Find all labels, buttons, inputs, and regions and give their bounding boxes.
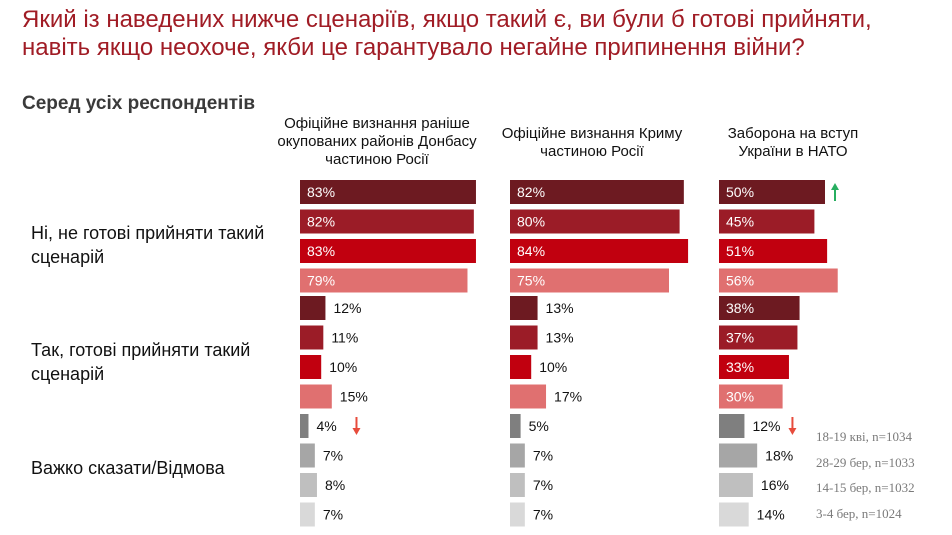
bar-value-label: 7% <box>533 507 553 523</box>
arrow-down-icon <box>788 417 797 435</box>
bar-value-label: 13% <box>546 330 574 346</box>
legend-item: 14-15 бер, n=1032 <box>816 480 915 495</box>
bar-value-label: 82% <box>307 214 335 230</box>
bar-donbas-no-2 <box>300 239 476 263</box>
bar-nato-no-2 <box>719 239 828 263</box>
bar-value-label: 17% <box>554 389 582 405</box>
bar-value-label: 83% <box>307 243 335 259</box>
column-header-crimea: Офіційне визнання Криму частиною Росії <box>501 125 683 160</box>
bar-crimea-no-0 <box>510 180 684 204</box>
bar-value-label: 8% <box>325 477 345 493</box>
bar-nato-unsure-2 <box>719 473 753 497</box>
bar-value-label: 45% <box>726 214 754 230</box>
bar-value-label: 15% <box>340 389 368 405</box>
bar-donbas-no-1 <box>300 209 474 234</box>
bar-donbas-yes-1 <box>300 325 324 350</box>
bar-value-label: 16% <box>761 477 789 493</box>
bar-value-label: 18% <box>765 448 793 464</box>
bar-value-label: 75% <box>517 273 545 289</box>
column-header-nato: Заборона на вступ України в НАТО <box>727 125 859 160</box>
bar-value-label: 5% <box>529 418 549 434</box>
bar-value-label: 10% <box>329 359 357 375</box>
bar-crimea-no-3 <box>510 268 669 293</box>
arrow-down-icon <box>352 417 361 435</box>
bar-value-label: 50% <box>726 184 754 200</box>
bar-nato-unsure-0 <box>719 414 745 438</box>
legend-item: 18-19 кві, n=1034 <box>816 429 912 444</box>
legend-item: 3-4 бер, n=1024 <box>816 506 902 521</box>
bar-value-label: 38% <box>726 300 754 316</box>
bar-value-label: 51% <box>726 243 754 259</box>
bar-value-label: 7% <box>323 507 343 523</box>
bar-crimea-unsure-1 <box>510 443 525 468</box>
bar-value-label: 10% <box>539 359 567 375</box>
bar-crimea-unsure-2 <box>510 473 525 497</box>
bar-crimea-yes-3 <box>510 384 547 409</box>
bar-donbas-yes-0 <box>300 296 326 320</box>
bar-donbas-unsure-0 <box>300 414 309 438</box>
arrow-up-icon <box>831 183 839 201</box>
chart-title: Який із наведених нижче сценаріїв, якщо … <box>22 6 872 61</box>
bar-nato-no-1 <box>719 209 815 234</box>
bar-donbas-no-0 <box>300 180 476 204</box>
bar-nato-no-0 <box>719 180 825 204</box>
bar-value-label: 11% <box>331 330 358 346</box>
bar-value-label: 80% <box>517 214 545 230</box>
bar-value-label: 7% <box>533 477 553 493</box>
bar-value-label: 84% <box>517 243 545 259</box>
bar-nato-yes-2 <box>719 355 789 379</box>
bar-donbas-yes-3 <box>300 384 332 409</box>
bar-value-label: 12% <box>752 418 780 434</box>
bar-nato-unsure-1 <box>719 443 758 468</box>
column-header-donbas: Офіційне визнання раніше окупованих райо… <box>277 115 477 168</box>
bar-value-label: 56% <box>726 273 754 289</box>
bar-donbas-unsure-2 <box>300 473 317 497</box>
category-label-no: Ні, не готові прийняти такий сценарій <box>31 223 265 267</box>
bar-donbas-yes-2 <box>300 355 322 379</box>
bar-nato-yes-3 <box>719 384 783 409</box>
category-label-yes: Так, готові прийняти такий сценарій <box>31 340 251 384</box>
bar-crimea-yes-2 <box>510 355 532 379</box>
bar-value-label: 14% <box>757 507 785 523</box>
bar-crimea-yes-0 <box>510 296 538 320</box>
bar-value-label: 79% <box>307 273 335 289</box>
bar-nato-yes-1 <box>719 325 798 350</box>
bar-value-label: 37% <box>726 330 754 346</box>
chart-subtitle: Серед усіх респондентів <box>22 93 256 114</box>
bar-value-label: 4% <box>316 418 336 434</box>
bar-nato-yes-0 <box>719 296 800 320</box>
bar-donbas-unsure-3 <box>300 502 315 527</box>
bar-crimea-unsure-3 <box>510 502 525 527</box>
bar-nato-no-3 <box>719 268 838 293</box>
bar-donbas-no-3 <box>300 268 468 293</box>
bar-value-label: 82% <box>517 184 545 200</box>
bar-donbas-unsure-1 <box>300 443 315 468</box>
bar-value-label: 7% <box>533 448 553 464</box>
bar-value-label: 33% <box>726 359 754 375</box>
bar-value-label: 12% <box>333 300 361 316</box>
bar-value-label: 83% <box>307 184 335 200</box>
bar-nato-unsure-3 <box>719 502 749 527</box>
bar-crimea-no-1 <box>510 209 680 234</box>
bar-value-label: 7% <box>323 448 343 464</box>
bar-value-label: 30% <box>726 389 754 405</box>
bar-crimea-unsure-0 <box>510 414 521 438</box>
bar-crimea-yes-1 <box>510 325 538 350</box>
bar-crimea-no-2 <box>510 239 689 263</box>
bar-value-label: 13% <box>546 300 574 316</box>
legend-item: 28-29 бер, n=1033 <box>816 455 915 470</box>
category-label-unsure: Важко сказати/Відмова <box>31 458 225 478</box>
